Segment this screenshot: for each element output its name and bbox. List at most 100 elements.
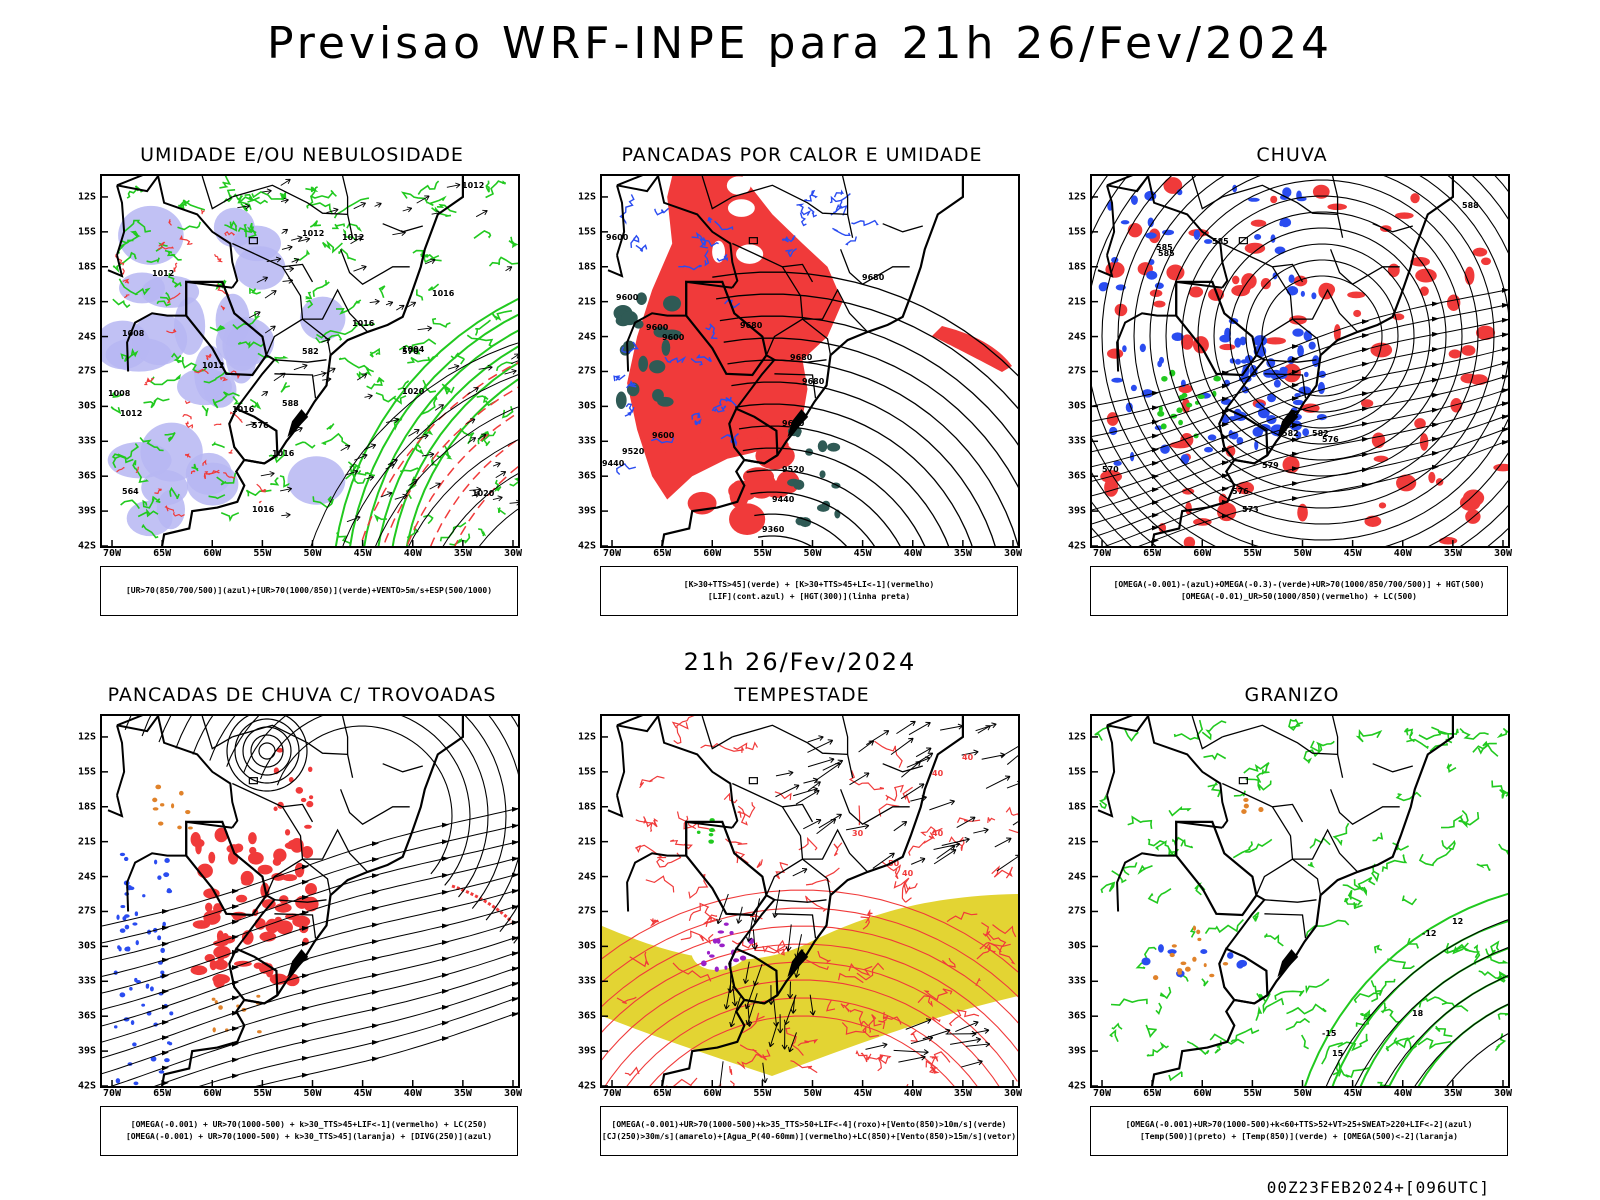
contour-label: 1008 [108,389,131,398]
legend-box: [OMEGA(-0.001)+UR>70(1000-500)+k<60+TTS>… [1090,1106,1508,1156]
contour-label: 1016 [352,319,375,328]
legend-box: [K>30+TTS>45](verde) + [K>30+TTS>45+LI<-… [600,566,1018,616]
latitude-tick-label: 36S [577,1010,596,1022]
axis-ticks [602,736,1014,1086]
latitude-tick-label: 21S [1067,296,1086,308]
legend-line: [OMEGA(-0.001) + UR>70(1000-500) + k>30_… [130,1120,488,1129]
latitude-tick-label: 24S [577,331,596,343]
longitude-tick-label: 65W [1143,548,1162,559]
latitude-tick-label: 30S [77,400,96,412]
map-area: 9600 9600 9600 9680 9680 9680 9600 9520 9440 9600… [600,174,1020,548]
longitude-tick-label: 70W [102,1088,122,1099]
latitude-tick-label: 30S [1067,940,1086,952]
latitude-tick-label: 33S [77,435,96,447]
latitude-axis: 12S 15S 18S 21S 24S 27S 30S 33S 36S 39S 42S [64,714,98,1091]
panel-title: TEMPESTADE [734,684,870,706]
contour-label: 1012 [120,409,142,418]
coastline-and-borders [1097,176,1454,546]
longitude-tick-label: 55W [753,1088,772,1099]
contour-label: -15 [1322,1029,1337,1038]
longitude-tick-label: 35W [953,548,972,559]
legend-line: [UR>70(850/700/500)](azul)+[UR>70(1000/8… [125,586,493,595]
longitude-tick-label: 35W [453,1088,472,1099]
latitude-tick-label: 30S [77,940,96,952]
panel-title: CHUVA [1256,144,1328,166]
latitude-axis: 12S 15S 18S 21S 24S 27S 30S 33S 36S 39S 42S [1054,714,1088,1091]
contour-label: 40 [962,753,974,762]
longitude-tick-label: 50W [303,548,322,559]
contour-label: 15 [1332,1049,1344,1058]
map-area: 1012 1012 1012 1012 1016 1016 1004 1008 1012 1016… [100,174,520,548]
coastline-and-borders [107,176,464,546]
map-panel-tempestade: TEMPESTADE 12S 15S 18S 21S 24S 27S 30S 33S 36S 39S… [564,684,1040,1156]
contour-label: 1016 [232,405,255,414]
longitude-tick-label: 65W [653,1088,672,1099]
contour-label: 30 [852,829,864,838]
latitude-tick-label: 12S [577,191,596,203]
contour-label: 588 [282,399,299,408]
main-title: Previsao WRF-INPE para 21h 26/Fev/2024 [267,18,1333,69]
contour-label: 9600 [646,323,669,332]
latitude-tick-label: 15S [1067,766,1086,778]
latitude-tick-label: 39S [1067,505,1086,517]
latitude-tick-label: 42S [77,1080,96,1092]
longitude-tick-label: 30W [503,1088,523,1099]
latitude-tick-label: 21S [77,296,96,308]
contour-label: 1008 [122,329,145,338]
latitude-tick-label: 18S [577,261,596,273]
longitude-tick-label: 35W [453,548,472,559]
legend-line: [OMEGA(-0.001)-(azul)+OMEGA(-0.3)-(verde… [1113,580,1485,589]
latitude-axis: 12S 15S 18S 21S 24S 27S 30S 33S 36S 39S 42S [564,174,598,551]
longitude-tick-label: 55W [1243,1088,1262,1099]
forecast-fields [102,716,518,1086]
latitude-tick-label: 24S [77,331,96,343]
longitude-tick-label: 60W [703,548,722,559]
latitude-tick-label: 12S [77,731,96,743]
longitude-tick-label: 30W [1493,548,1513,559]
coastline-and-borders [107,716,464,1086]
longitude-axis: 70W 65W 60W 55W 50W 45W 40W 35W 30W [600,548,1022,562]
longitude-tick-label: 55W [1243,548,1262,559]
contour-label: 585 [1156,243,1173,252]
contour-label: 1012 [462,181,484,190]
latitude-tick-label: 21S [577,836,596,848]
contour-label: 1016 [432,289,455,298]
contour-label: 564 [122,487,139,496]
longitude-tick-label: 45W [1343,548,1362,559]
longitude-tick-label: 70W [1092,548,1112,559]
latitude-tick-label: 30S [577,400,596,412]
latitude-tick-label: 39S [577,1045,596,1057]
latitude-tick-label: 27S [577,905,596,917]
latitude-tick-label: 30S [577,940,596,952]
coastline-and-borders [607,716,964,1086]
map-area: 585 585 588 585 582 579 576 573 570 576 582 [1090,174,1510,548]
latitude-tick-label: 36S [77,1010,96,1022]
latitude-tick-label: 36S [77,470,96,482]
longitude-tick-label: 40W [1393,548,1412,559]
legend-box: [OMEGA(-0.001) + UR>70(1000-500) + k>30_… [100,1106,518,1156]
longitude-tick-label: 30W [1493,1088,1513,1099]
contour-label: 9520 [622,447,645,456]
longitude-axis: 70W 65W 60W 55W 50W 45W 40W 35W 30W [1090,548,1513,562]
latitude-tick-label: 33S [1067,975,1086,987]
contour-label: 582 [302,347,319,356]
longitude-tick-label: 45W [353,1088,372,1099]
coastline-and-borders [1097,716,1454,1086]
longitude-tick-label: 65W [653,548,672,559]
latitude-tick-label: 18S [77,261,96,273]
contour-label: 40 [902,869,914,878]
latitude-axis: 12S 15S 18S 21S 24S 27S 30S 33S 36S 39S 42S [1054,174,1088,551]
map-area: 40 40 50 40 30 40 [600,714,1020,1088]
longitude-tick-label: 30W [503,548,523,559]
contour-label: 1012 [302,229,324,238]
longitude-tick-label: 70W [602,548,622,559]
weather-map-svg: 12 18 -15 -12 15 [1092,716,1508,1086]
contour-label: 18 [1412,1009,1424,1018]
longitude-tick-label: 45W [1343,1088,1362,1099]
legend-line: [K>30+TTS>45](verde) + [K>30+TTS>45+LI<-… [683,580,935,589]
latitude-tick-label: 12S [577,731,596,743]
